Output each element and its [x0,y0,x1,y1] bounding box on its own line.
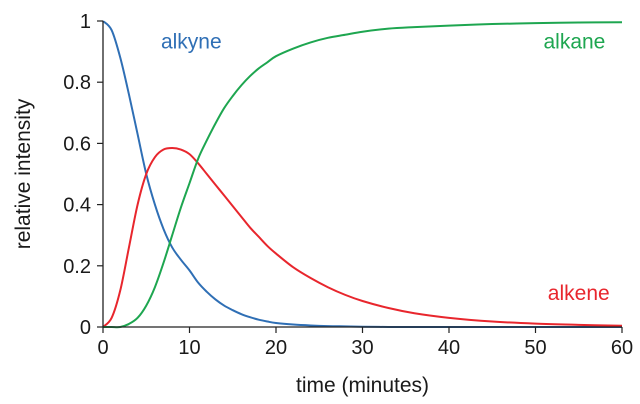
x-tick-label-4: 40 [438,337,460,359]
series-label-alkyne: alkyne [161,31,222,54]
axes [102,21,622,328]
x-tick-label-2: 20 [265,337,287,359]
series-line-alkene [102,146,623,328]
y-tick-label-3: 0.6 [63,133,91,155]
x-axis-title: time (minutes) [296,374,429,397]
y-tick-label-0: 0 [80,317,91,339]
x-tick-label-0: 0 [97,337,108,359]
series-line-alkane [103,21,623,329]
y-axis-title: relative intensity [12,98,35,249]
x-tick-label-3: 30 [351,337,373,359]
x-tick-label-5: 50 [524,337,546,359]
ticks: 0 10 20 30 40 50 60 0 0.2 0.4 0.6 0.8 1 [63,11,633,359]
y-tick-label-1: 0.2 [63,256,91,278]
series-layer [102,20,623,329]
series-label-alkene: alkene [548,282,610,305]
x-tick-label-6: 60 [611,337,633,359]
series-label-alkane: alkane [543,31,605,54]
y-tick-label-5: 1 [80,11,91,33]
y-tick-label-2: 0.4 [63,195,91,217]
y-tick-label-4: 0.8 [63,72,91,94]
series-line-alkyne [102,20,622,329]
x-tick-label-1: 10 [178,337,200,359]
series-labels: alkyne alkene alkane [161,31,610,306]
